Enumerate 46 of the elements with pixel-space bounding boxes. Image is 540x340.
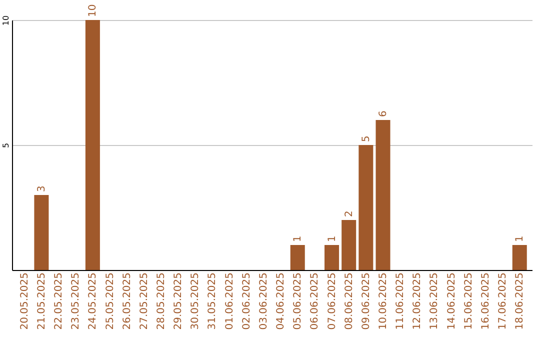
x-tick-label: 22.05.2025	[54, 272, 65, 330]
bar	[290, 245, 305, 270]
bar	[85, 20, 100, 270]
data-label: 3	[36, 186, 48, 192]
x-tick-label: 03.06.2025	[258, 272, 270, 330]
x-tick-label: 29.05.2025	[173, 272, 184, 330]
x-tick-label: 26.05.2025	[122, 272, 133, 330]
x-tick-label: 18.06.2025	[514, 272, 526, 330]
x-tick-label: 24.05.2025	[88, 272, 99, 330]
x-tick-label: 17.06.2025	[498, 272, 509, 330]
data-label: 1	[326, 236, 338, 242]
x-tick-label: 06.06.2025	[310, 272, 321, 330]
x-tick-label: 20.05.2025	[19, 272, 30, 330]
x-tick-label: 09.06.2025	[360, 272, 372, 330]
data-label: 2	[344, 210, 355, 217]
bar	[324, 245, 340, 270]
x-tick-label: 14.06.2025	[446, 272, 458, 330]
x-tick-label: 01.06.2025	[224, 272, 236, 330]
bar	[342, 220, 356, 270]
bar	[358, 145, 374, 270]
bar	[34, 195, 49, 270]
data-label: 5	[360, 136, 372, 142]
x-tick-label: 28.05.2025	[156, 272, 167, 330]
x-tick-label: 31.05.2025	[207, 272, 218, 330]
x-tick-label: 15.06.2025	[463, 272, 474, 330]
x-tick-label: 12.06.2025	[412, 272, 424, 330]
data-label: 6	[378, 110, 389, 117]
x-tick-label: 05.06.2025	[292, 272, 304, 330]
x-tick-label: 02.06.2025	[241, 272, 252, 330]
x-tick-label: 30.05.2025	[190, 272, 202, 330]
x-tick-label: 13.06.2025	[429, 272, 440, 330]
x-tick-label: 07.06.2025	[326, 272, 338, 330]
x-tick-label: 27.05.2025	[138, 272, 150, 330]
data-label: 10	[88, 4, 99, 17]
data-label: 1	[292, 236, 304, 242]
x-tick-label: 16.06.2025	[480, 272, 492, 330]
bar	[376, 120, 390, 270]
x-tick-label: 04.06.2025	[276, 272, 287, 330]
x-tick-label: 11.06.2025	[395, 272, 406, 330]
data-label: 1	[514, 236, 526, 242]
x-tick-label: 08.06.2025	[344, 272, 355, 330]
x-tick-label: 25.05.2025	[104, 272, 116, 330]
bar	[512, 245, 527, 270]
x-tick-label: 10.06.2025	[378, 272, 389, 330]
x-tick-label: 21.05.2025	[36, 272, 48, 330]
x-tick-label: 23.05.2025	[70, 272, 82, 330]
